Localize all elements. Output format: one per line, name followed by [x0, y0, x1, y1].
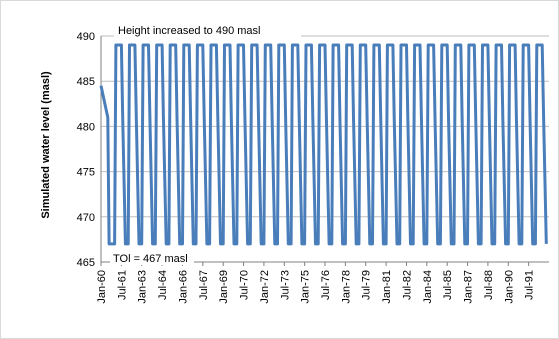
- x-tick-label: Jan-60: [96, 270, 108, 304]
- x-tick-label: Jan-78: [340, 270, 352, 304]
- y-tick-label: 470: [77, 212, 95, 224]
- x-tick-label: Jul-76: [320, 270, 332, 300]
- x-tick-label: Jan-84: [422, 270, 434, 304]
- y-axis-title: Simulated water level (masl): [40, 71, 52, 219]
- top-annotation-background: [114, 22, 301, 38]
- x-tick-label: Jul-73: [279, 270, 291, 300]
- y-tick-label: 485: [77, 76, 95, 88]
- x-tick-labels: Jan-60 Jul-61 Jan-63 Jul-64 Jan-66 Jul-67 Jan-…: [96, 270, 536, 304]
- x-tick-label: Jan-69: [218, 270, 230, 304]
- x-tick-label: Jan-66: [177, 270, 189, 304]
- x-tick-label: Jul-70: [239, 270, 251, 300]
- y-tick-label: 490: [77, 31, 95, 43]
- x-tick-label: Jul-67: [198, 270, 210, 300]
- bottom-annotation: TOl = 467 masl: [113, 253, 188, 265]
- x-tick-label: Jan-81: [381, 270, 393, 304]
- y-tick-label: 465: [77, 257, 95, 269]
- x-tick-label: Jul-88: [483, 270, 495, 300]
- x-tick-label: Jan-90: [503, 270, 515, 304]
- x-tick-label: Jul-82: [401, 270, 413, 300]
- y-tick-label: 475: [77, 167, 95, 179]
- x-tick-label: Jan-87: [463, 270, 475, 304]
- x-tick-label: Jul-61: [116, 270, 128, 300]
- x-tick-label: Jan-63: [137, 270, 149, 304]
- x-tick-label: Jul-91: [524, 270, 536, 300]
- water-level-line: [99, 43, 548, 246]
- x-tick-label: Jul-85: [442, 270, 454, 300]
- x-tick-label: Jan-72: [259, 270, 271, 304]
- y-tick-label: 480: [77, 121, 95, 133]
- y-tick-labels: 465 470 475 480 485 490: [77, 31, 95, 269]
- x-tick-label: Jan-75: [300, 270, 312, 304]
- x-tick-label: Jul-79: [361, 270, 373, 300]
- top-annotation: Height increased to 490 masl: [118, 25, 260, 37]
- series: [99, 43, 548, 246]
- x-tick-label: Jul-64: [157, 270, 169, 300]
- bottom-annotation-background: [110, 250, 194, 265]
